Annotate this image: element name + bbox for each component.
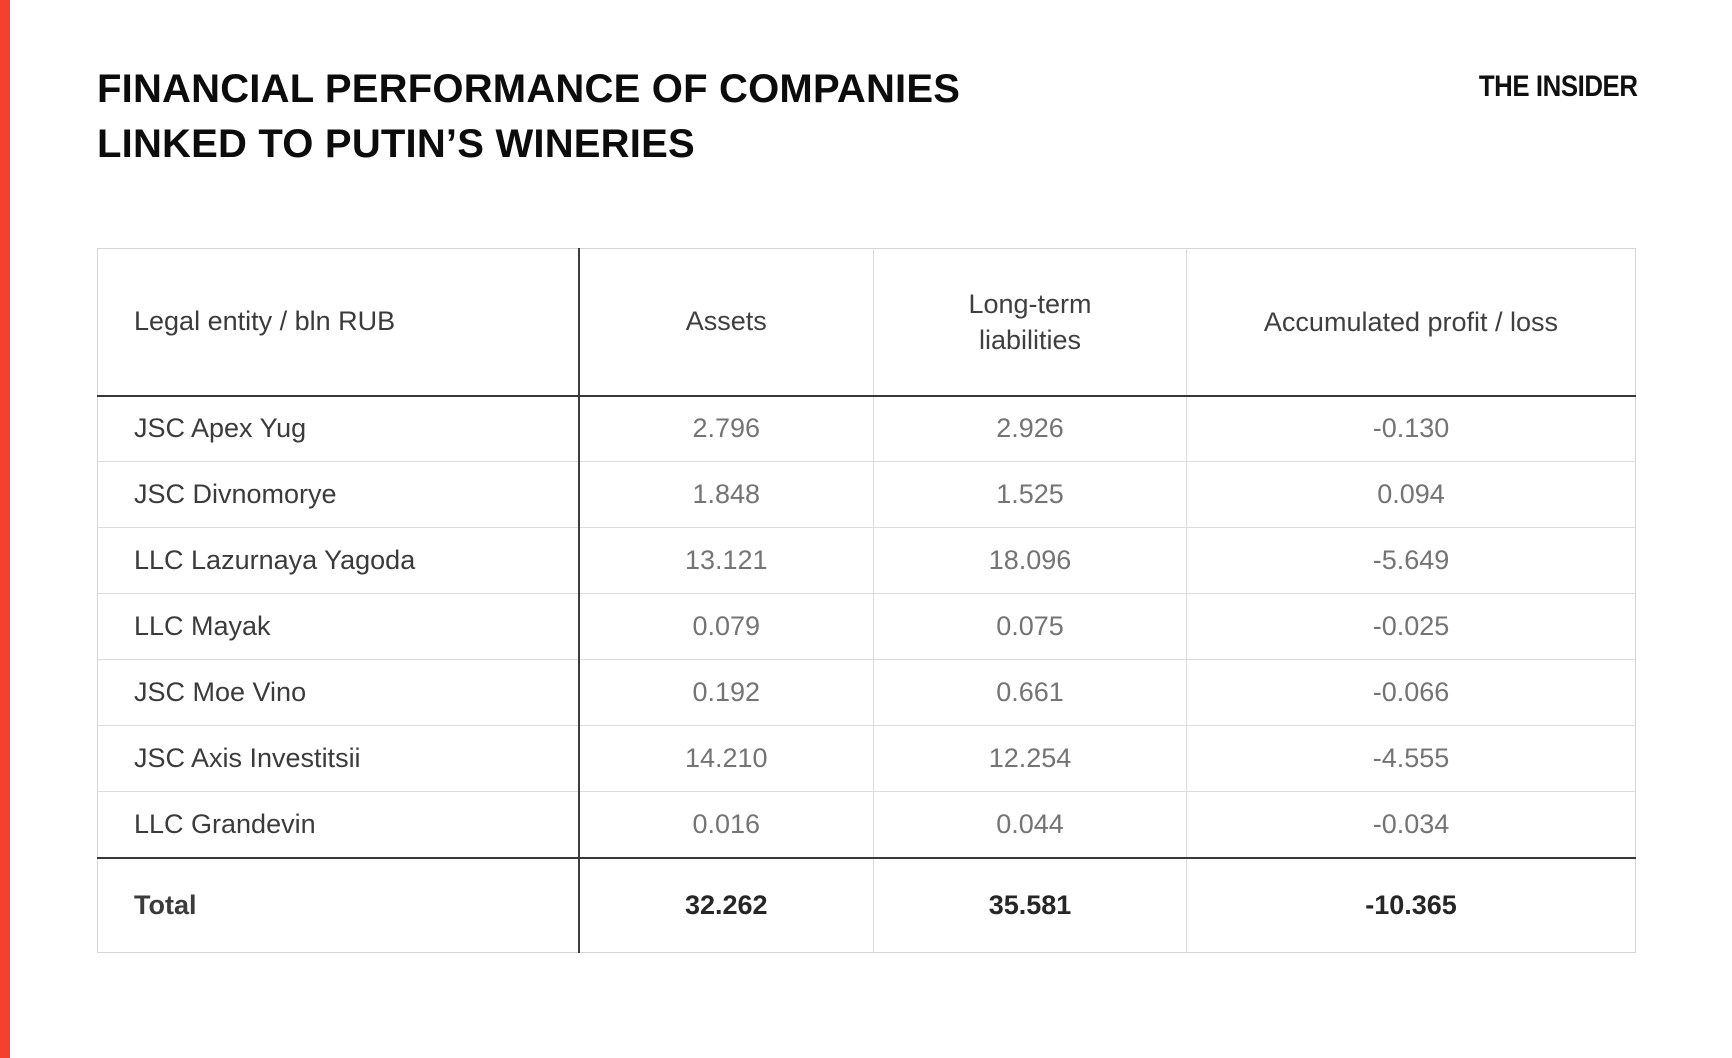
red-accent-bar <box>0 0 10 1058</box>
table-header-row: Legal entity / bln RUB Assets Long-term … <box>97 248 1636 397</box>
page-title-line1: FINANCIAL PERFORMANCE OF COMPANIES <box>97 67 961 111</box>
profit-value: -0.130 <box>1186 395 1636 462</box>
assets-value: 13.121 <box>578 527 874 594</box>
profit-value: -0.025 <box>1186 593 1636 660</box>
total-label: Total <box>97 856 580 953</box>
assets-value: 1.848 <box>578 461 874 528</box>
header-legal-entity: Legal entity / bln RUB <box>97 248 580 397</box>
table-row: JSC Axis Investitsii 14.210 12.254 -4.55… <box>97 725 1636 792</box>
assets-value: 2.796 <box>578 395 874 462</box>
liabilities-value: 0.044 <box>873 791 1187 858</box>
profit-value: -0.034 <box>1186 791 1636 858</box>
liabilities-value: 2.926 <box>873 395 1187 462</box>
entity-name: JSC Divnomorye <box>97 461 580 528</box>
page-title: FINANCIAL PERFORMANCE OF COMPANIES LINKE… <box>97 62 960 172</box>
header-long-term-liabilities: Long-term liabilities <box>873 248 1187 397</box>
liabilities-value: 18.096 <box>873 527 1187 594</box>
table-row: JSC Apex Yug 2.796 2.926 -0.130 <box>97 395 1636 462</box>
header-assets: Assets <box>578 248 874 397</box>
table-row: JSC Moe Vino 0.192 0.661 -0.066 <box>97 659 1636 726</box>
table-row: LLC Mayak 0.079 0.075 -0.025 <box>97 593 1636 660</box>
table-row: LLC Lazurnaya Yagoda 13.121 18.096 -5.64… <box>97 527 1636 594</box>
liabilities-value: 0.075 <box>873 593 1187 660</box>
entity-name: LLC Mayak <box>97 593 580 660</box>
total-profit-value: -10.365 <box>1186 856 1636 953</box>
entity-name: LLC Lazurnaya Yagoda <box>97 527 580 594</box>
profit-value: -4.555 <box>1186 725 1636 792</box>
table-row: LLC Grandevin 0.016 0.044 -0.034 <box>97 791 1636 858</box>
liabilities-value: 12.254 <box>873 725 1187 792</box>
entity-name: JSC Axis Investitsii <box>97 725 580 792</box>
assets-value: 0.192 <box>578 659 874 726</box>
assets-value: 0.016 <box>578 791 874 858</box>
table-total-row: Total 32.262 35.581 -10.365 <box>97 856 1636 953</box>
assets-value: 0.079 <box>578 593 874 660</box>
entity-name: LLC Grandevin <box>97 791 580 858</box>
profit-value: 0.094 <box>1186 461 1636 528</box>
page-title-line2: LINKED TO PUTIN’S WINERIES <box>97 122 695 166</box>
entity-name: JSC Apex Yug <box>97 395 580 462</box>
entity-name: JSC Moe Vino <box>97 659 580 726</box>
profit-value: -0.066 <box>1186 659 1636 726</box>
profit-value: -5.649 <box>1186 527 1636 594</box>
table-row: JSC Divnomorye 1.848 1.525 0.094 <box>97 461 1636 528</box>
total-assets-value: 32.262 <box>578 856 874 953</box>
liabilities-value: 0.661 <box>873 659 1187 726</box>
assets-value: 14.210 <box>578 725 874 792</box>
liabilities-value: 1.525 <box>873 461 1187 528</box>
header-accumulated-profit-loss: Accumulated profit / loss <box>1186 248 1636 397</box>
financials-table: Legal entity / bln RUB Assets Long-term … <box>97 248 1636 953</box>
the-insider-logo: THE INSIDER <box>1479 70 1638 103</box>
total-liabilities-value: 35.581 <box>873 856 1187 953</box>
